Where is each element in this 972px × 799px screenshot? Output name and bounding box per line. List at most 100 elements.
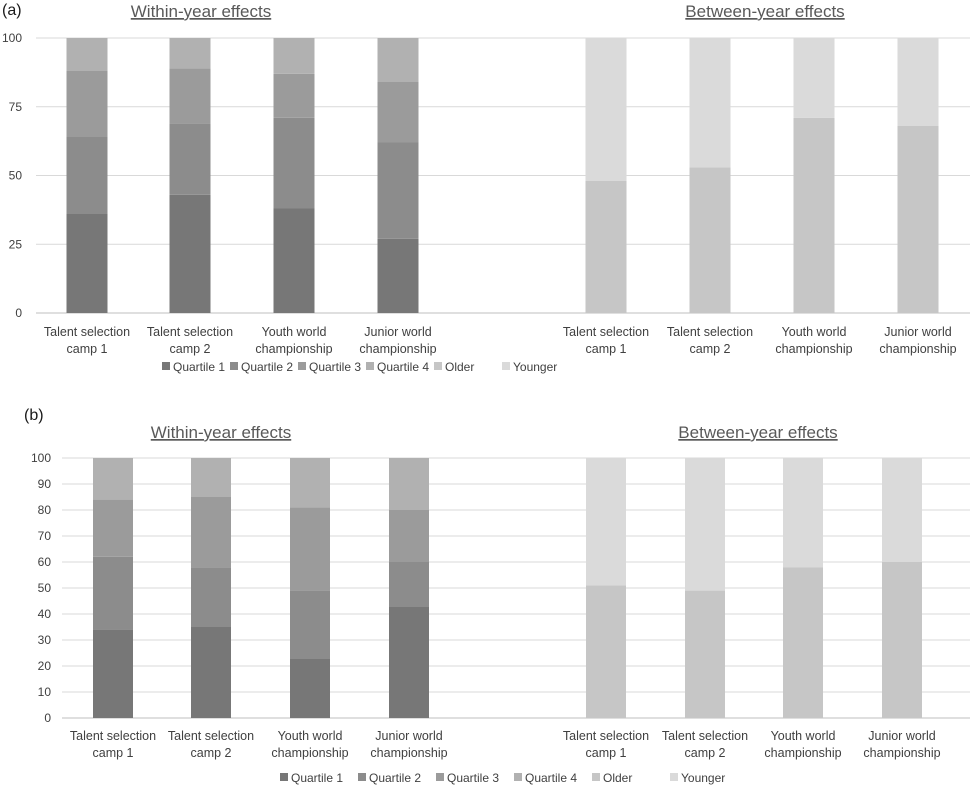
bar-segment (93, 458, 133, 500)
group-title: Between-year effects (685, 2, 844, 21)
legend-swatch (366, 362, 374, 370)
chart-panel-a: (a) 0 25 50 75 100 Within-year effects Talent s… (2, 2, 970, 374)
legend-swatch (592, 773, 600, 781)
bar-segment (389, 458, 429, 510)
bar-segment (93, 556, 133, 630)
group-title: Between-year effects (678, 423, 837, 442)
panel-label: (b) (24, 407, 44, 424)
y-tick-label: 90 (38, 477, 52, 491)
bar-segment (377, 82, 419, 143)
y-tick-label: 0 (15, 306, 22, 320)
bar-segment (897, 38, 939, 126)
y-tick-label: 75 (9, 100, 23, 114)
bar-segment (66, 137, 108, 214)
category-label: camp 2 (170, 342, 211, 356)
bar-segment (882, 562, 922, 718)
y-tick-label: 10 (38, 685, 52, 699)
legend-swatch (502, 362, 510, 370)
bar-segment (685, 590, 725, 718)
bar-segment (66, 71, 108, 137)
category-label: championship (359, 342, 436, 356)
y-tick-label: 30 (38, 633, 52, 647)
legend-label: Quartile 1 (173, 360, 225, 374)
bar-segment (389, 562, 429, 607)
category-label: camp 1 (67, 342, 108, 356)
legend-label: Quartile 3 (309, 360, 361, 374)
bar-segment (273, 73, 315, 118)
bar-segment (191, 567, 231, 627)
bar-segment (793, 117, 835, 313)
category-label: camp 2 (191, 746, 232, 760)
category-label: Talent selection (168, 729, 254, 743)
category-label: championship (879, 342, 956, 356)
y-tick-label: 40 (38, 607, 52, 621)
y-tick-label: 100 (2, 31, 22, 45)
bar-segment (169, 38, 211, 69)
bar-segment (897, 126, 939, 313)
category-label: championship (370, 746, 447, 760)
bar-segment (586, 458, 626, 586)
bar-segment (191, 458, 231, 497)
category-label: camp 1 (93, 746, 134, 760)
bar-segment (169, 123, 211, 195)
legend-label: Quartile 2 (369, 771, 421, 785)
category-label: Junior world (884, 325, 951, 339)
bar-segment (585, 38, 627, 181)
category-label: Youth world (782, 325, 847, 339)
bar-segment (93, 629, 133, 718)
category-label: Talent selection (44, 325, 130, 339)
category-label: Talent selection (563, 729, 649, 743)
category-label: camp 2 (685, 746, 726, 760)
bar-segment (783, 458, 823, 568)
category-label: Talent selection (70, 729, 156, 743)
legend-swatch (280, 773, 288, 781)
y-tick-label: 25 (9, 237, 23, 251)
legend-label: Older (445, 360, 474, 374)
legend-swatch (436, 773, 444, 781)
legend-swatch (230, 362, 238, 370)
bar-segment (793, 38, 835, 118)
y-tick-label: 80 (38, 503, 52, 517)
category-label: camp 1 (586, 746, 627, 760)
bar-segment (389, 510, 429, 562)
bar-segment (585, 181, 627, 313)
bar-segment (685, 458, 725, 591)
bar-segment (689, 167, 731, 313)
category-label: camp 2 (690, 342, 731, 356)
legend-label: Quartile 4 (525, 771, 577, 785)
bar-segment (273, 117, 315, 209)
bar-segment (689, 38, 731, 168)
category-label: Junior world (375, 729, 442, 743)
bar-segment (290, 658, 330, 718)
bar-segment (191, 497, 231, 568)
category-label: championship (764, 746, 841, 760)
legend-label: Younger (513, 360, 557, 374)
category-label: championship (775, 342, 852, 356)
chart-panel-b: (b) 0 10 20 30 40 50 60 70 80 90 100 Within-year eff… (24, 407, 970, 785)
bar-segment (377, 238, 419, 313)
legend-swatch (670, 773, 678, 781)
bar-segment (290, 507, 330, 591)
legend-label: Quartile 2 (241, 360, 293, 374)
bar-segment (389, 606, 429, 718)
category-label: Youth world (771, 729, 836, 743)
legend-swatch (298, 362, 306, 370)
bar-segment (290, 590, 330, 659)
bar-segment (290, 458, 330, 508)
category-label: Youth world (278, 729, 343, 743)
y-tick-label: 0 (44, 711, 51, 725)
bar-segment (273, 208, 315, 313)
bar-segment (586, 585, 626, 718)
y-tick-label: 100 (31, 451, 51, 465)
bar-segment (783, 567, 823, 718)
legend-label: Quartile 1 (291, 771, 343, 785)
panel-label: (a) (2, 2, 22, 19)
y-tick-label: 20 (38, 659, 52, 673)
legend-swatch (514, 773, 522, 781)
category-label: Youth world (262, 325, 327, 339)
bar-segment (882, 458, 922, 562)
category-label: championship (255, 342, 332, 356)
category-label: Talent selection (662, 729, 748, 743)
